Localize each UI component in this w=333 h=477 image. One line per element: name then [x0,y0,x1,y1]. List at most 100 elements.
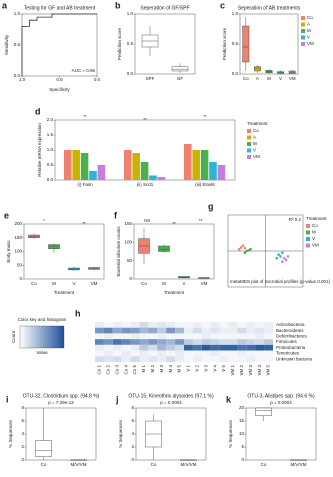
panel-letter: i [6,394,9,404]
panel-letter: d [35,106,41,116]
heat-cell [201,327,211,334]
heat-cell [121,322,131,328]
heat-cell [228,344,238,351]
annotation: ** [143,117,147,122]
heat-cell [201,322,211,328]
roc-line [21,13,97,76]
heat-cell [255,327,265,334]
heat-cell [130,350,140,357]
heat-cell [192,339,202,345]
panel-title: Testing for GF and AB treatment [24,5,96,11]
legend-label: VM [253,154,260,159]
point [275,256,279,260]
heat-cell [121,356,131,362]
bar [209,162,217,180]
y-tick-label: 1.0 [47,147,54,152]
heat-cell [237,339,247,345]
y-tick-label: 50 [127,258,133,263]
heat-cell [166,339,176,345]
x-tick-label: SPF [146,76,155,81]
heat-cell [112,333,122,340]
legend-swatch [301,42,305,46]
annotation: AUC = 0.96 [72,68,96,73]
y-axis-label: % Sequences [8,419,13,448]
y-axis-label: Relative mRNA expression [37,123,42,177]
heat-cell [95,322,104,328]
row-label: Unknown bacteria [276,356,313,361]
heat-cell [255,339,265,345]
heat-cell [166,356,176,362]
heat-cell [264,322,273,328]
heat-cell [237,356,247,362]
x-tick-label: 1.0 [19,77,26,82]
y-tick-label: 0.5 [47,162,54,167]
heat-cell [95,333,104,340]
heat-cell [192,333,202,340]
x-tick-label: M/V/VM [290,462,306,467]
heat-cell [139,350,149,357]
heat-cell [103,322,113,328]
heat-cell [255,322,265,328]
y-axis-label: % Sequences [118,419,123,448]
x-tick-label: VM [201,281,208,286]
heat-cell [139,356,149,362]
bar [72,150,80,180]
heat-cell [246,333,256,340]
panel-title: Seperation of GF/SPF [140,5,189,11]
heat-cell [237,333,247,340]
heat-cell [95,356,104,362]
legend-swatch [306,243,310,248]
annotation: ** [199,218,203,223]
heat-cell [139,339,149,345]
column-label: M 5 [177,365,182,373]
heat-cell [184,333,193,340]
panel-letter: e [4,210,9,220]
heat-cell [255,333,265,340]
y-axis-label: Prediction score [117,27,122,60]
bar [80,153,89,180]
key-xlabel: Value [36,350,48,355]
y-tick-label: 0.5 [232,41,239,46]
heat-cell [219,322,229,328]
y-tick-label: 0 [19,276,22,281]
x-tick-label: M/V/VM [180,462,196,467]
heat-cell [219,327,229,334]
legend-swatch [247,148,251,153]
heat-cell [139,322,149,328]
bar [89,171,97,180]
heat-cell [157,344,167,351]
heat-cell [184,350,193,357]
point [281,251,284,255]
heat-cell [246,350,256,357]
heat-cell [264,339,273,345]
panel-letter: f [114,210,118,220]
x-tick-label: V [182,281,185,286]
column-label: Co 5 [132,365,137,375]
row-label: Proteobacteria [276,345,306,350]
x-tick-label: 0.5 [56,77,63,82]
legend-label: VM [312,243,319,248]
point [282,256,286,260]
column-label: V 3 [203,365,208,372]
heat-cell [255,350,265,357]
heat-cell [246,356,256,362]
x-tick-label: V [72,281,75,286]
x-tick-label: M/V/VM [70,462,86,467]
y-tick-label: 4 [131,431,134,436]
heat-cell [112,327,122,334]
heat-cell [184,356,193,362]
heat-cell [184,344,193,351]
heat-cell [130,356,140,362]
point [247,248,250,252]
bar [157,177,166,180]
panel-subtitle: p = 0.0004 [160,400,182,405]
row-label: Tenericutes [276,351,300,356]
heat-cell [157,350,167,357]
legend-swatch [306,237,310,241]
legend-title: Treatment [247,121,268,126]
heat-cell [219,333,229,340]
y-axis-label: Body mass [6,240,11,263]
heat-cell [246,339,256,345]
plot-frame [23,223,105,280]
panel-letter: a [2,0,8,10]
